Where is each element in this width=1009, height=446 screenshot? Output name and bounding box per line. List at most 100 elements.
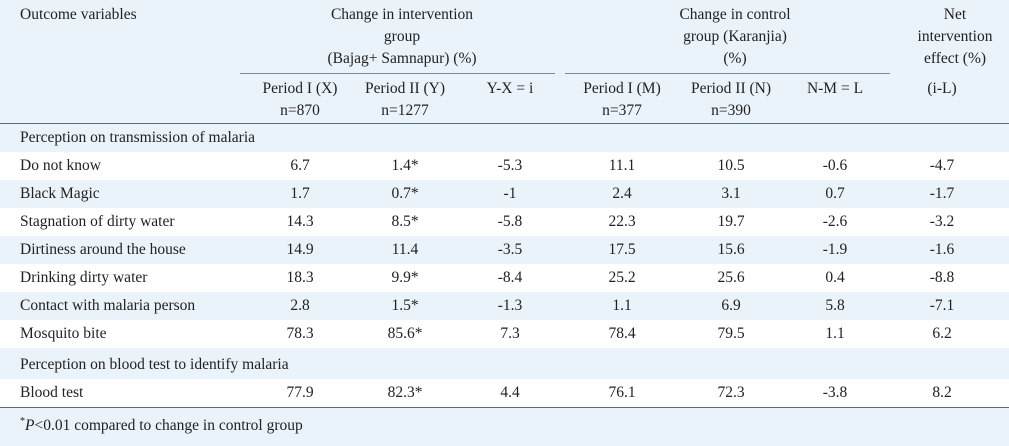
cell: -1.9 (822, 241, 848, 258)
cell: -3.8 (822, 384, 848, 401)
cell: -1 (503, 185, 517, 202)
cell: 25.2 (608, 269, 636, 286)
row-label: Stagnation of dirty water (20, 213, 175, 230)
header-control-1: Change in control (679, 6, 791, 23)
cell: 85.6* (387, 325, 423, 342)
table-row: Blood test 77.9 82.3* 4.4 76.1 72.3 -3.8… (0, 379, 1009, 407)
subheader-l: N-M = L (806, 80, 864, 97)
table-row: Drinking dirty water 18.3 9.9* -8.4 25.2… (0, 264, 1009, 292)
cell: -8.4 (497, 269, 523, 286)
cell: 1.5* (391, 297, 419, 314)
subheader-period-y: Period II (Y) (364, 80, 446, 97)
cell: -1.6 (929, 241, 955, 258)
subheader-n-n: n=390 (711, 102, 751, 119)
cell: 8.5* (391, 213, 419, 230)
footnote-text: <0.01 compared to change in control grou… (34, 417, 303, 435)
section-transmission: Perception on transmission of malaria (20, 129, 256, 146)
cell: 1.7 (290, 185, 310, 202)
subheader-period-n: Period II (N) (690, 80, 772, 97)
subheader-period-m: Period I (M) (583, 80, 661, 97)
row-label: Blood test (20, 384, 84, 401)
table-row: Black Magic 1.7 0.7* -1 2.4 3.1 0.7 -1.7 (0, 180, 1009, 208)
group-rule-intervention (240, 73, 555, 74)
cell: -2.6 (822, 213, 848, 230)
cell: 15.6 (717, 241, 745, 258)
cell: 14.3 (286, 213, 314, 230)
cell: 11.4 (391, 241, 419, 258)
cell: 4.4 (500, 384, 520, 401)
cell: -4.7 (929, 157, 955, 174)
row-label: Drinking dirty water (20, 269, 148, 286)
cell: -7.1 (929, 297, 955, 314)
footnote-p: P (25, 417, 35, 435)
footnote-mark: * (20, 416, 25, 427)
table-row: Mosquito bite 78.3 85.6* 7.3 78.4 79.5 1… (0, 320, 1009, 348)
cell: -1.3 (497, 297, 523, 314)
cell: -8.8 (929, 269, 955, 286)
cell: 6.7 (290, 157, 310, 174)
footnote: *P<0.01 compared to change in control gr… (20, 408, 303, 440)
row-label: Mosquito bite (20, 325, 107, 342)
group-rule-control (565, 73, 890, 74)
row-label: Do not know (20, 157, 101, 174)
cell: 8.2 (932, 384, 952, 401)
cell: 79.5 (717, 325, 745, 342)
subheader-n-m: n=377 (602, 102, 642, 119)
cell: 9.9* (391, 269, 419, 286)
cell: 19.7 (717, 213, 745, 230)
header-net-3: effect (%) (923, 50, 987, 67)
cell: 0.7* (391, 185, 419, 202)
table-row: Stagnation of dirty water 14.3 8.5* -5.8… (0, 208, 1009, 236)
cell: 1.1 (612, 297, 632, 314)
footer-rule (0, 407, 1009, 408)
cell: 82.3* (387, 384, 423, 401)
table-row: Contact with malaria person 2.8 1.5* -1.… (0, 292, 1009, 320)
cell: 7.3 (500, 325, 520, 342)
table-row: Do not know 6.7 1.4* -5.3 11.1 10.5 -0.6… (0, 152, 1009, 180)
cell: 6.2 (932, 325, 952, 342)
cell: 5.8 (825, 297, 845, 314)
cell: 6.9 (721, 297, 741, 314)
cell: 2.4 (612, 185, 632, 202)
subheader-i: Y-X = i (486, 80, 534, 97)
row-label: Black Magic (20, 185, 100, 202)
cell: 78.4 (608, 325, 636, 342)
cell: 72.3 (717, 384, 745, 401)
cell: -3.5 (497, 241, 523, 258)
cell: 77.9 (286, 384, 314, 401)
row-label: Contact with malaria person (20, 297, 196, 314)
cell: 0.7 (825, 185, 845, 202)
table-row: Dirtiness around the house 14.9 11.4 -3.… (0, 236, 1009, 264)
cell: 10.5 (717, 157, 745, 174)
cell: 3.1 (721, 185, 741, 202)
header-outcome: Outcome variables (20, 6, 137, 23)
cell: 76.1 (608, 384, 636, 401)
cell: -3.2 (929, 213, 955, 230)
section-blood-test: Perception on blood test to identify mal… (20, 356, 289, 373)
cell: -5.8 (497, 213, 523, 230)
cell: -1.7 (929, 185, 955, 202)
subheader-n-y: n=1277 (381, 102, 429, 119)
subheader-n-x: n=870 (280, 102, 320, 119)
cell: 11.1 (608, 157, 636, 174)
cell: -0.6 (822, 157, 848, 174)
cell: 0.4 (825, 269, 845, 286)
header-control-3: (%) (723, 50, 747, 67)
header-rule (0, 123, 1009, 124)
header-net-2: intervention (917, 28, 993, 45)
subheader-net: (i-L) (927, 80, 957, 97)
header-intervention-2: group (383, 28, 421, 45)
cell: 2.8 (290, 297, 310, 314)
subheader-period-x: Period I (X) (262, 80, 338, 97)
header-net-1: Net (943, 6, 967, 23)
header-intervention-3: (Bajag+ Samnapur) (%) (327, 50, 477, 67)
cell: 14.9 (286, 241, 314, 258)
header-intervention-1: Change in intervention (330, 6, 474, 23)
cell: 1.1 (825, 325, 845, 342)
header-control-2: group (Karanjia) (683, 28, 787, 45)
cell: 78.3 (286, 325, 314, 342)
cell: 17.5 (608, 241, 636, 258)
row-label: Dirtiness around the house (20, 241, 186, 258)
cell: 25.6 (717, 269, 745, 286)
